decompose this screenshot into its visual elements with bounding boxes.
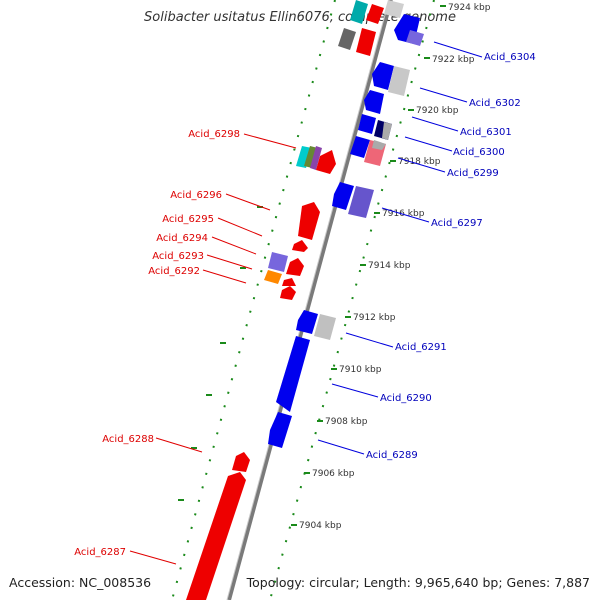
gene-label-right: Acid_6289 [366,450,418,461]
right-leader-lines [317,41,483,455]
gene-grey-top [384,0,404,18]
gene-label-left: Acid_6292 [148,266,200,277]
gene-label-right: Acid_6299 [447,168,499,179]
gene-label-right: Acid_6290 [380,393,432,404]
gene-acid-6292b [282,278,296,286]
gene-label-left: Acid_6293 [152,251,204,262]
gene-acid-6296 [298,202,320,240]
leader-line [155,437,203,453]
leader-line [345,332,394,348]
gene-acid-6300 [350,136,370,158]
scale-label: 7924 kbp [448,3,491,13]
scale-label: 7922 kbp [432,55,475,65]
gene-acid-6302 [372,62,394,90]
gene-acid-6297b [348,186,374,218]
gene-top-red [356,28,376,56]
leader-line [225,193,271,211]
gene-acid-6299b [372,140,386,150]
forward-strand-genes [186,0,384,600]
gene-acid-6288 [232,452,250,472]
gene-acid-6292c [280,286,296,300]
gene-label-right: Acid_6304 [484,52,536,63]
leader-line [129,550,177,565]
scale-label: 7918 kbp [398,157,441,167]
gene-acid-6297 [332,182,354,210]
gene-acid-6301d [382,122,392,140]
leader-line [419,87,468,103]
gene-label-right: Acid_6291 [395,342,447,353]
leader-line [381,207,430,223]
outer-left-track [171,0,336,600]
leader-line [411,116,459,132]
gene-top-grey [338,28,356,50]
outer-right-track [269,0,435,600]
genome-backbone-highlight [226,0,390,600]
left-gene-labels: Acid_6298 Acid_6296 Acid_6295 Acid_6294 … [74,129,240,558]
scale-label: 7914 kbp [368,261,411,271]
leader-line [317,439,365,455]
genome-backbone [227,0,393,600]
gene-acid-6292 [264,270,282,284]
leader-line [397,157,446,173]
gene-acid-6298-c [310,146,322,170]
scale-label: 7908 kbp [325,417,368,427]
gene-acid-6298-d [316,150,336,174]
gene-acid-6291 [296,310,318,334]
scale-label: 7910 kbp [339,365,382,375]
gene-acid-6289 [268,412,292,448]
leader-line [433,41,483,58]
gene-acid-6295 [292,240,308,252]
gene-label-right: Acid_6301 [460,127,512,138]
leader-line [206,254,253,270]
scale-label: 7906 kbp [312,469,355,479]
gene-acid-6294 [286,258,304,276]
scale-label: 7904 kbp [299,521,342,531]
gene-label-left: Acid_6296 [170,190,222,201]
gene-top-red2 [366,4,384,24]
gene-acid-6302b [388,66,410,96]
gene-label-left: Acid_6298 [188,129,240,140]
left-leader-lines [129,133,297,565]
topology-text: Topology: circular; Length: 9,965,640 bp… [246,575,590,590]
gene-acid-6291b [314,314,336,340]
leader-line [404,136,453,152]
gene-label-right: Acid_6300 [453,147,505,158]
reverse-strand-genes [268,0,424,448]
gene-acid-6287 [186,472,246,600]
scale-label: 7920 kbp [416,106,459,116]
leader-line [202,269,247,284]
gene-label-left: Acid_6287 [74,547,126,558]
scale-label: 7912 kbp [353,313,396,323]
leader-line [243,133,297,149]
gene-acid-6304b [406,30,424,46]
gene-label-left: Acid_6295 [162,214,214,225]
gene-acid-6293 [268,252,288,272]
leader-line [331,383,379,398]
gene-acid-6298-a [296,146,312,168]
accession-text: Accession: NC_008536 [9,575,152,590]
gene-acid-6301 [364,90,384,114]
gene-acid-6290 [276,336,310,412]
gene-top-teal [350,0,368,24]
leader-line [217,217,263,237]
gene-label-left: Acid_6288 [102,434,154,445]
right-gene-labels: Acid_6304 Acid_6302 Acid_6301 Acid_6300 … [366,52,536,461]
gene-acid-6301b [358,114,376,134]
gene-label-right: Acid_6297 [431,218,483,229]
gene-label-right: Acid_6302 [469,98,521,109]
gene-label-left: Acid_6294 [156,233,208,244]
leader-line [211,236,257,255]
